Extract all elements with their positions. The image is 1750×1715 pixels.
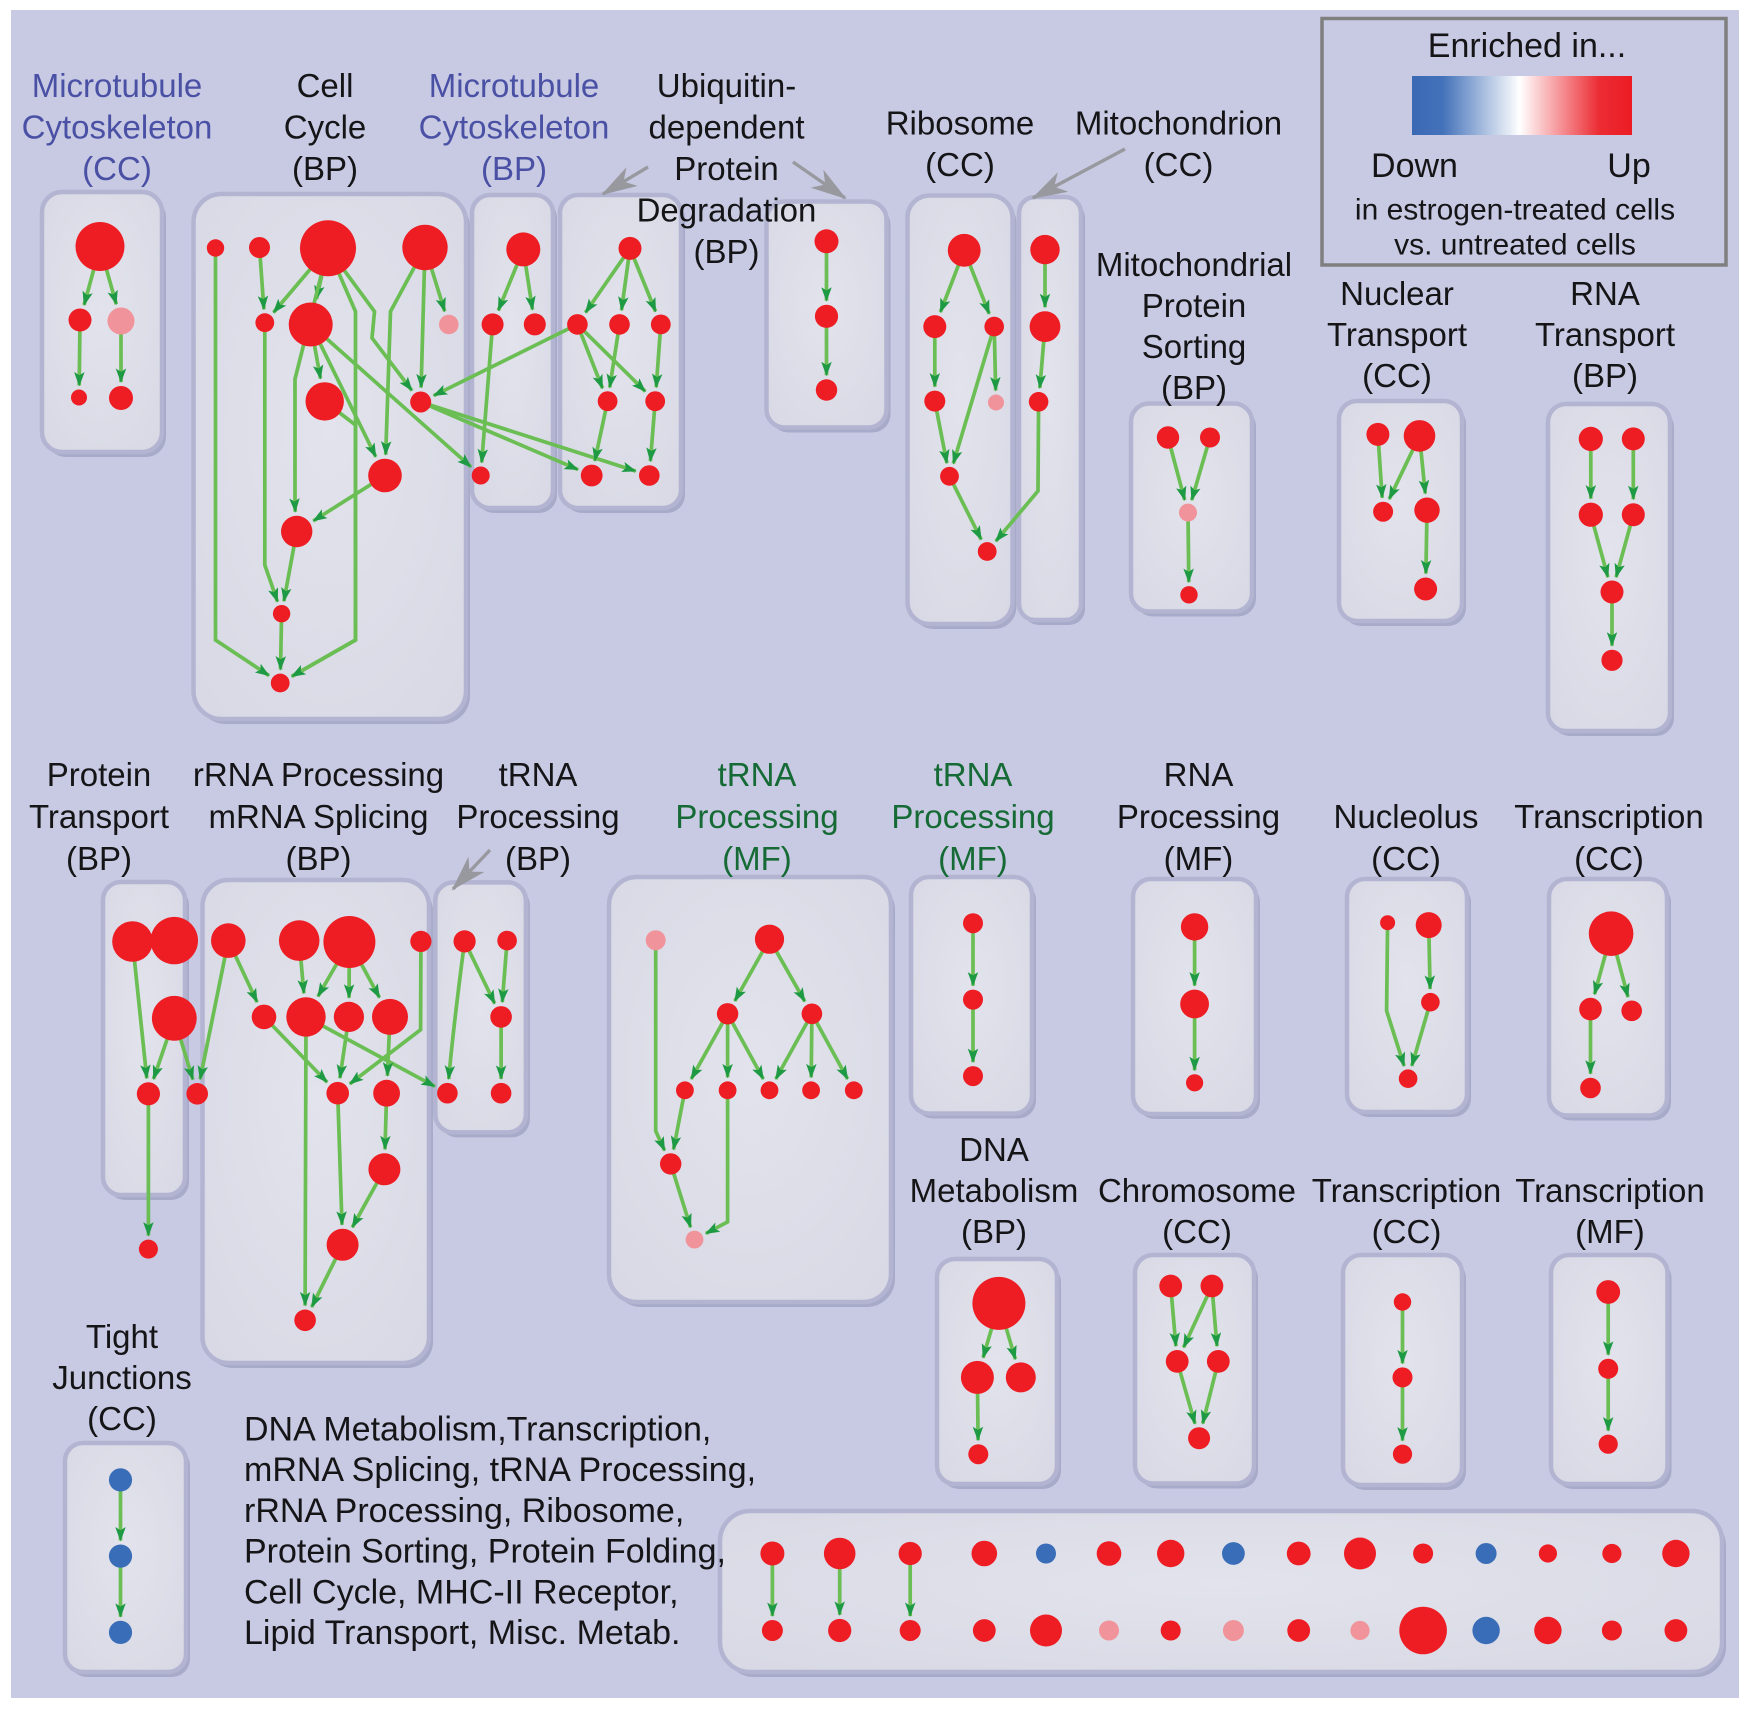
svg-text:(CC): (CC) (87, 1400, 157, 1437)
svg-text:Protein: Protein (47, 756, 152, 793)
svg-text:tRNA: tRNA (499, 756, 578, 793)
svg-text:Processing: Processing (891, 798, 1054, 835)
svg-text:Nucleolus: Nucleolus (1334, 798, 1479, 835)
svg-text:Cytoskeleton: Cytoskeleton (419, 109, 610, 146)
svg-text:Transcription: Transcription (1515, 1172, 1705, 1209)
svg-text:Protein Sorting, Protein Foldi: Protein Sorting, Protein Folding, (244, 1533, 726, 1571)
svg-text:Ribosome: Ribosome (886, 105, 1035, 142)
svg-text:(BP): (BP) (1572, 357, 1638, 394)
svg-text:tRNA: tRNA (718, 756, 797, 793)
svg-text:tRNA: tRNA (934, 756, 1013, 793)
svg-text:Microtubule: Microtubule (429, 67, 600, 104)
svg-text:Cycle: Cycle (284, 109, 367, 146)
svg-text:Processing: Processing (456, 798, 619, 835)
svg-text:rRNA Processing: rRNA Processing (193, 756, 444, 793)
svg-text:Mitochondrion: Mitochondrion (1075, 105, 1282, 142)
svg-text:(CC): (CC) (925, 146, 995, 183)
svg-text:(CC): (CC) (1574, 840, 1644, 877)
svg-text:mRNA Splicing: mRNA Splicing (208, 798, 428, 835)
svg-text:Cell: Cell (297, 67, 354, 104)
svg-text:Metabolism: Metabolism (910, 1172, 1079, 1209)
svg-text:Ubiquitin-: Ubiquitin- (657, 67, 796, 104)
svg-text:dependent: dependent (649, 109, 805, 146)
svg-text:mRNA Splicing, tRNA Processing: mRNA Splicing, tRNA Processing, (244, 1451, 756, 1489)
svg-text:(BP): (BP) (66, 840, 132, 877)
svg-text:Cytoskeleton: Cytoskeleton (22, 109, 213, 146)
svg-text:Transcription: Transcription (1312, 1172, 1502, 1209)
svg-text:in estrogen-treated cells: in estrogen-treated cells (1355, 194, 1675, 227)
svg-text:RNA: RNA (1570, 275, 1640, 312)
svg-text:RNA: RNA (1164, 756, 1234, 793)
svg-text:(CC): (CC) (1372, 1213, 1442, 1250)
svg-text:Nuclear: Nuclear (1340, 275, 1454, 312)
svg-text:(CC): (CC) (1144, 146, 1214, 183)
svg-text:Sorting: Sorting (1142, 328, 1247, 365)
svg-text:Microtubule: Microtubule (32, 67, 203, 104)
svg-text:(CC): (CC) (1371, 840, 1441, 877)
svg-text:(CC): (CC) (1162, 1213, 1232, 1250)
svg-text:Up: Up (1607, 147, 1650, 185)
svg-text:Processing: Processing (675, 798, 838, 835)
svg-text:(MF): (MF) (1575, 1213, 1645, 1250)
svg-text:Processing: Processing (1117, 798, 1280, 835)
svg-text:Transport: Transport (1327, 316, 1467, 353)
svg-text:Transcription: Transcription (1514, 798, 1704, 835)
svg-text:(BP): (BP) (961, 1213, 1027, 1250)
svg-text:Transport: Transport (1535, 316, 1675, 353)
svg-text:(BP): (BP) (505, 840, 571, 877)
svg-text:(MF): (MF) (722, 840, 792, 877)
svg-text:Transport: Transport (29, 798, 169, 835)
svg-text:(BP): (BP) (292, 150, 358, 187)
svg-text:(BP): (BP) (286, 840, 352, 877)
svg-text:Lipid Transport, Misc. Metab.: Lipid Transport, Misc. Metab. (244, 1614, 681, 1652)
svg-text:(CC): (CC) (82, 150, 152, 187)
svg-text:Enriched in...: Enriched in... (1428, 27, 1626, 65)
svg-text:Protein: Protein (674, 150, 779, 187)
svg-text:(CC): (CC) (1362, 357, 1432, 394)
svg-text:(BP): (BP) (1161, 369, 1227, 406)
svg-text:(MF): (MF) (938, 840, 1008, 877)
svg-text:(BP): (BP) (694, 233, 760, 270)
svg-text:Junctions: Junctions (52, 1359, 191, 1396)
svg-text:Cell Cycle, MHC-II Receptor,: Cell Cycle, MHC-II Receptor, (244, 1573, 679, 1611)
svg-text:(MF): (MF) (1164, 840, 1234, 877)
svg-text:rRNA Processing, Ribosome,: rRNA Processing, Ribosome, (244, 1492, 684, 1530)
svg-text:Mitochondrial: Mitochondrial (1096, 246, 1292, 283)
svg-text:Tight: Tight (86, 1318, 158, 1355)
svg-text:Degradation: Degradation (637, 192, 817, 229)
svg-text:Chromosome: Chromosome (1098, 1172, 1296, 1209)
svg-text:DNA: DNA (959, 1131, 1029, 1168)
svg-text:DNA Metabolism,Transcription,: DNA Metabolism,Transcription, (244, 1411, 711, 1449)
svg-text:(BP): (BP) (481, 150, 547, 187)
svg-text:Protein: Protein (1142, 287, 1247, 324)
svg-text:Down: Down (1371, 147, 1458, 185)
svg-text:vs. untreated cells: vs. untreated cells (1394, 229, 1636, 262)
